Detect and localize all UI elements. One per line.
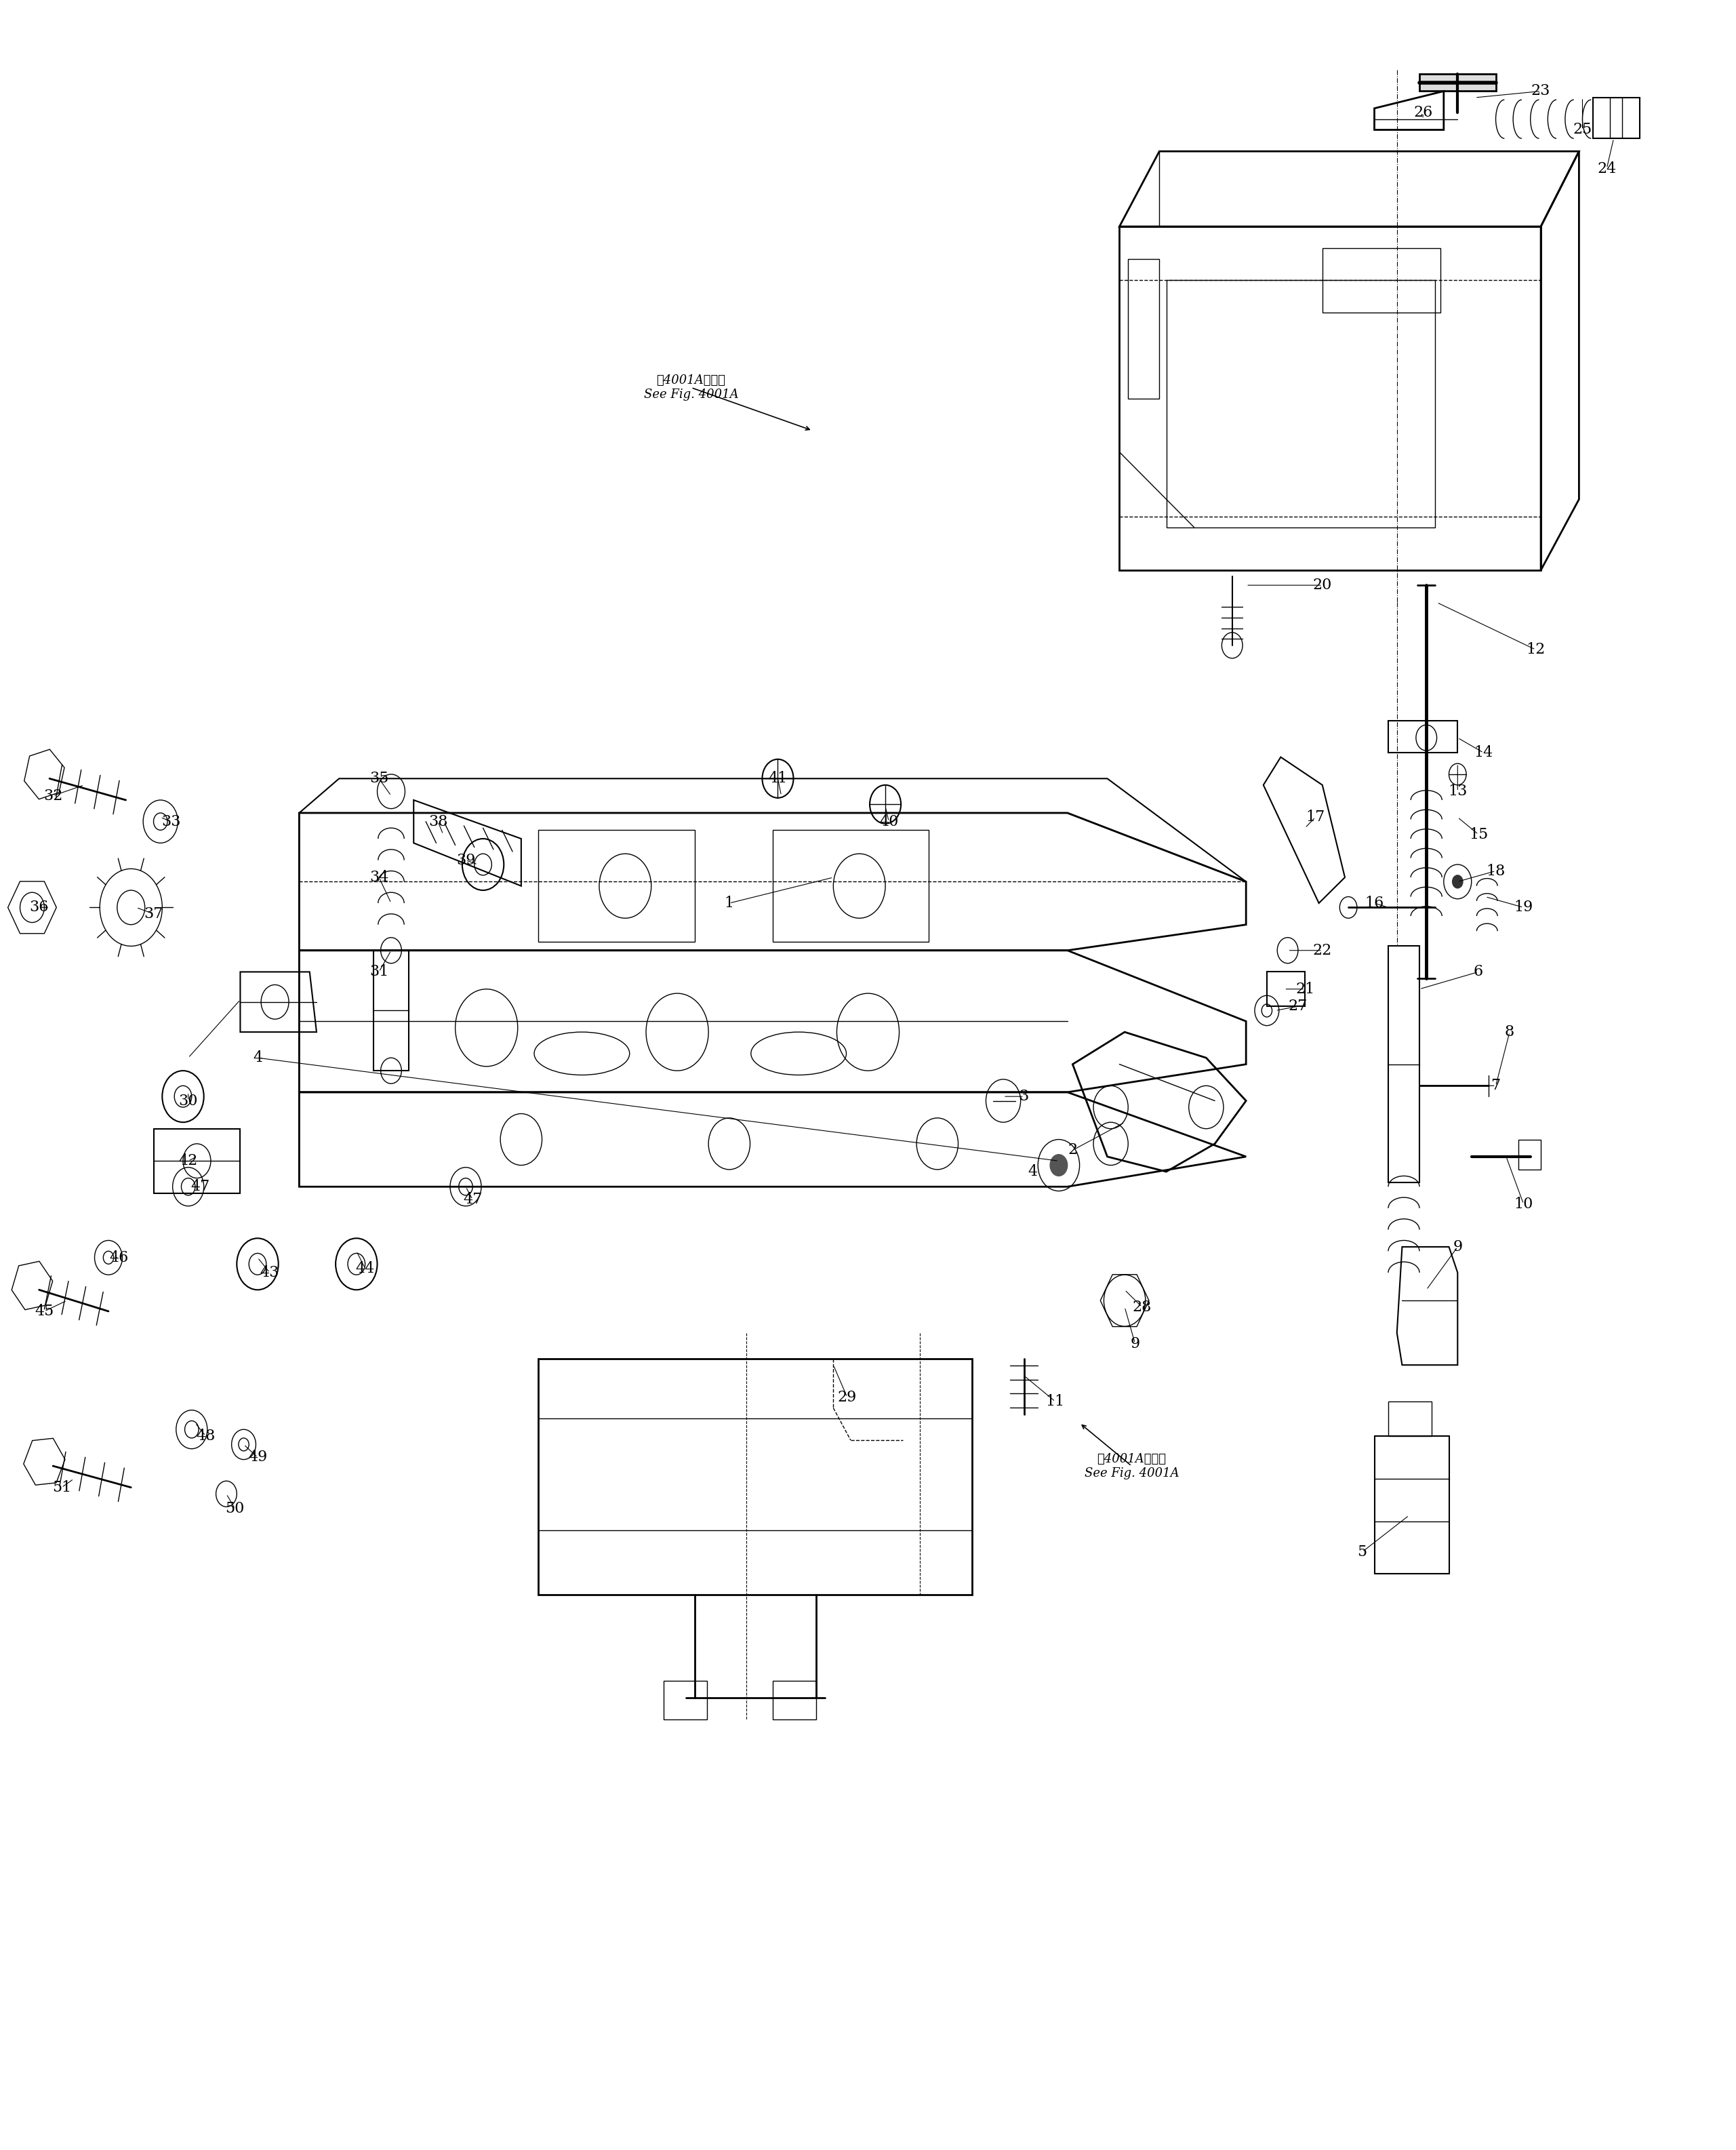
Text: 3: 3 xyxy=(1019,1090,1029,1103)
Text: 11: 11 xyxy=(1045,1393,1064,1408)
Text: 21: 21 xyxy=(1295,983,1314,998)
Text: 49: 49 xyxy=(248,1449,267,1464)
Text: 9: 9 xyxy=(1453,1238,1462,1253)
Bar xyxy=(1128,258,1160,398)
Text: 27: 27 xyxy=(1288,1000,1307,1013)
Text: 36: 36 xyxy=(30,901,49,916)
Bar xyxy=(773,1681,816,1720)
Text: 28: 28 xyxy=(1132,1299,1151,1314)
Text: 47: 47 xyxy=(464,1191,483,1206)
Text: 43: 43 xyxy=(260,1264,279,1279)
Text: 46: 46 xyxy=(109,1249,128,1264)
Text: 10: 10 xyxy=(1514,1195,1533,1210)
Text: 2: 2 xyxy=(1068,1144,1078,1157)
Text: 22: 22 xyxy=(1312,944,1332,959)
Text: 13: 13 xyxy=(1448,785,1467,800)
Text: 31: 31 xyxy=(370,965,389,980)
Bar xyxy=(663,1681,707,1720)
Text: 48: 48 xyxy=(196,1428,215,1443)
Text: 4: 4 xyxy=(1028,1163,1038,1178)
Text: 34: 34 xyxy=(370,871,389,886)
Text: 50: 50 xyxy=(226,1501,245,1516)
Text: 32: 32 xyxy=(43,789,62,804)
Text: 24: 24 xyxy=(1597,161,1616,176)
Bar xyxy=(538,830,694,942)
Text: 39: 39 xyxy=(457,854,476,869)
Text: 51: 51 xyxy=(52,1479,71,1494)
Bar xyxy=(1323,247,1441,312)
Text: 42: 42 xyxy=(179,1152,198,1167)
Text: 40: 40 xyxy=(878,815,899,830)
Text: 18: 18 xyxy=(1486,864,1505,879)
Text: 9: 9 xyxy=(1130,1335,1141,1350)
Text: 35: 35 xyxy=(370,772,389,787)
Text: 15: 15 xyxy=(1469,828,1488,843)
Text: 23: 23 xyxy=(1531,84,1550,99)
Bar xyxy=(773,830,929,942)
Text: 41: 41 xyxy=(769,772,788,787)
Text: 第4001A図参照
See Fig. 4001A: 第4001A図参照 See Fig. 4001A xyxy=(644,374,738,400)
Text: 8: 8 xyxy=(1505,1026,1514,1038)
Text: 7: 7 xyxy=(1491,1079,1500,1092)
Text: 30: 30 xyxy=(179,1094,198,1107)
Text: 44: 44 xyxy=(356,1260,375,1275)
Text: 38: 38 xyxy=(429,815,448,830)
Text: 20: 20 xyxy=(1312,578,1332,593)
Text: 33: 33 xyxy=(161,815,181,830)
Text: 5: 5 xyxy=(1358,1544,1366,1559)
Text: 14: 14 xyxy=(1474,746,1493,761)
Text: 47: 47 xyxy=(191,1178,210,1193)
Text: 26: 26 xyxy=(1413,105,1432,120)
Text: 6: 6 xyxy=(1474,965,1483,980)
Text: 25: 25 xyxy=(1573,123,1592,138)
Bar xyxy=(1167,280,1436,527)
Text: 17: 17 xyxy=(1305,811,1325,826)
Text: 37: 37 xyxy=(144,907,163,922)
Text: 19: 19 xyxy=(1514,901,1533,916)
Text: 45: 45 xyxy=(35,1303,54,1318)
Text: 16: 16 xyxy=(1364,897,1384,912)
Text: 1: 1 xyxy=(724,897,734,912)
Circle shape xyxy=(1050,1155,1068,1176)
Circle shape xyxy=(1453,875,1463,888)
Text: 12: 12 xyxy=(1526,643,1545,658)
Text: 29: 29 xyxy=(837,1389,858,1404)
Text: 4: 4 xyxy=(253,1051,262,1064)
Polygon shape xyxy=(1420,73,1496,90)
Text: 第4001A図参照
See Fig. 4001A: 第4001A図参照 See Fig. 4001A xyxy=(1085,1453,1179,1479)
